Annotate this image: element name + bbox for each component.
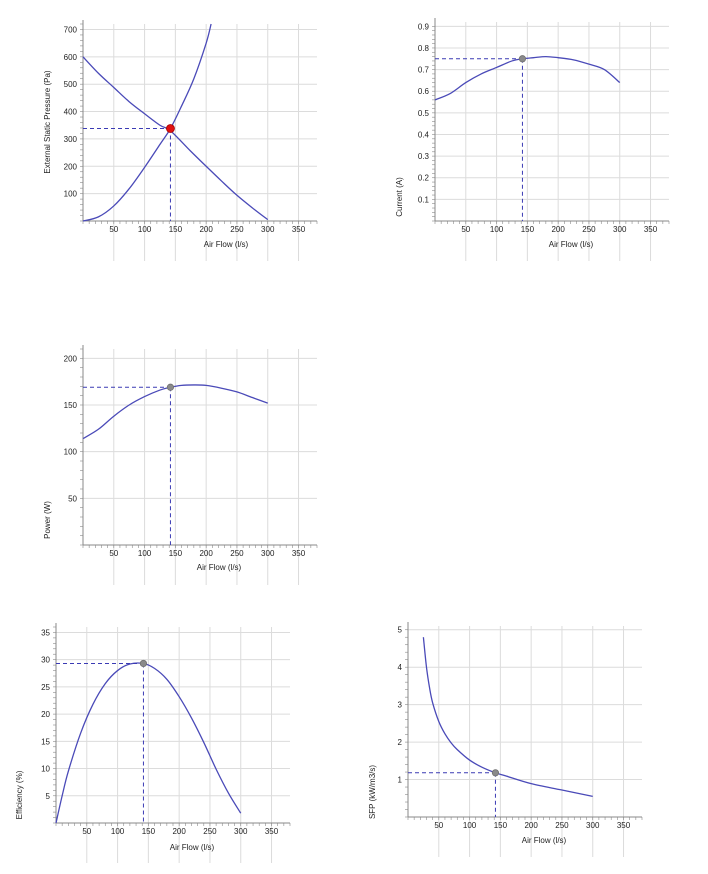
y-tick-label: 0.5	[418, 109, 430, 118]
y-tick-label: 30	[41, 656, 50, 665]
x-tick-label: 250	[555, 821, 569, 830]
x-tick-label: 100	[138, 225, 152, 234]
operating-point-marker	[491, 769, 500, 777]
x-tick-label: 100	[463, 821, 477, 830]
y-tick-label: 0.1	[418, 195, 430, 204]
series-line	[82, 23, 212, 222]
x-tick-label: 50	[109, 225, 118, 234]
x-tick-label: 300	[613, 225, 627, 234]
chart-static-pressure: 50 100 150 200 250 300 350 100 200 300 400 500 600 70…	[43, 20, 318, 261]
y-tick-label: 5	[46, 792, 51, 801]
x-tick-label: 50	[82, 827, 91, 836]
y-tick-label: 20	[41, 710, 50, 719]
x-axis-label: Air Flow (l/s)	[204, 240, 249, 249]
chart-power: 50 100 150 200 250 300 350 50 100 150 200 Air Flow …	[43, 345, 318, 585]
x-tick-label: 250	[582, 225, 596, 234]
operating-point-marker	[166, 383, 175, 391]
operating-point-marker	[139, 659, 148, 668]
y-tick-label: 100	[64, 448, 78, 457]
x-tick-label: 350	[617, 821, 631, 830]
y-tick-label: 0.2	[418, 174, 430, 183]
y-tick-label: 0.8	[418, 44, 430, 53]
y-tick-label: 1	[398, 776, 403, 785]
x-axis-label: Air Flow (l/s)	[549, 240, 594, 249]
x-tick-label: 300	[586, 821, 600, 830]
x-tick-label: 150	[169, 549, 183, 558]
y-tick-label: 200	[64, 162, 78, 171]
y-axis-label: Current (A)	[395, 177, 404, 217]
x-tick-label: 100	[138, 549, 152, 558]
y-tick-label: 200	[64, 354, 78, 363]
y-tick-label: 150	[64, 401, 78, 410]
series-line	[82, 384, 268, 440]
y-tick-label: 4	[398, 663, 403, 672]
x-tick-label: 50	[109, 549, 118, 558]
x-axis-label: Air Flow (l/s)	[522, 836, 567, 845]
x-tick-label: 150	[494, 821, 508, 830]
x-tick-label: 350	[292, 549, 306, 558]
y-tick-label: 10	[41, 765, 50, 774]
x-tick-label: 200	[199, 549, 213, 558]
x-tick-label: 100	[490, 225, 504, 234]
y-axis-label: External Static Pressure (Pa)	[43, 70, 52, 173]
x-tick-label: 350	[644, 225, 658, 234]
y-tick-label: 50	[68, 494, 77, 503]
y-tick-label: 100	[64, 190, 78, 199]
x-axis-label: Air Flow (l/s)	[197, 563, 242, 572]
x-axis-label: Air Flow (l/s)	[170, 843, 215, 852]
x-tick-label: 200	[551, 225, 565, 234]
x-tick-label: 300	[234, 827, 248, 836]
y-tick-label: 15	[41, 737, 50, 746]
chart-efficiency: 50 100 150 200 250 300 350 5 10 15 20 25 30 35 Air Flo…	[15, 623, 291, 863]
x-tick-label: 150	[521, 225, 535, 234]
x-tick-label: 250	[230, 225, 244, 234]
x-tick-label: 350	[292, 225, 306, 234]
y-tick-label: 2	[398, 738, 403, 747]
x-tick-label: 300	[261, 225, 275, 234]
series-line	[422, 637, 593, 798]
y-tick-label: 0.9	[418, 22, 430, 31]
x-tick-label: 50	[461, 225, 470, 234]
x-tick-label: 300	[261, 549, 275, 558]
x-tick-label: 50	[434, 821, 443, 830]
x-tick-label: 200	[199, 225, 213, 234]
y-tick-label: 0.7	[418, 66, 430, 75]
x-tick-label: 200	[524, 821, 538, 830]
y-axis-label: SFP (kW/m3/s)	[368, 765, 377, 819]
chart-sfp: 50 100 150 200 250 300 350 1 2 3 4 5 Air Flow (l/s) S…	[368, 622, 643, 857]
x-tick-label: 250	[203, 827, 217, 836]
y-tick-label: 600	[64, 53, 78, 62]
y-tick-label: 0.6	[418, 87, 430, 96]
y-axis-label: Efficiency (%)	[15, 770, 24, 819]
y-tick-label: 500	[64, 80, 78, 89]
x-tick-label: 100	[111, 827, 125, 836]
series-line	[434, 55, 621, 101]
x-tick-label: 150	[142, 827, 156, 836]
operating-point-marker	[166, 124, 175, 133]
y-tick-label: 35	[41, 628, 50, 637]
y-tick-label: 300	[64, 135, 78, 144]
y-tick-label: 0.4	[418, 130, 430, 139]
y-tick-label: 3	[398, 701, 403, 710]
y-axis-label: Power (W)	[43, 501, 52, 539]
y-tick-label: 5	[398, 626, 403, 635]
chart-current: 50 100 150 200 250 300 350 0.1 0.2 0.3 0.4 0.5 0.6 0.…	[395, 18, 670, 261]
y-tick-label: 700	[64, 25, 78, 34]
y-tick-label: 0.3	[418, 152, 430, 161]
x-tick-label: 350	[265, 827, 279, 836]
x-tick-label: 150	[169, 225, 183, 234]
x-tick-label: 200	[172, 827, 186, 836]
x-tick-label: 250	[230, 549, 244, 558]
y-tick-label: 25	[41, 683, 50, 692]
y-tick-label: 400	[64, 108, 78, 117]
operating-point-marker	[518, 55, 527, 63]
